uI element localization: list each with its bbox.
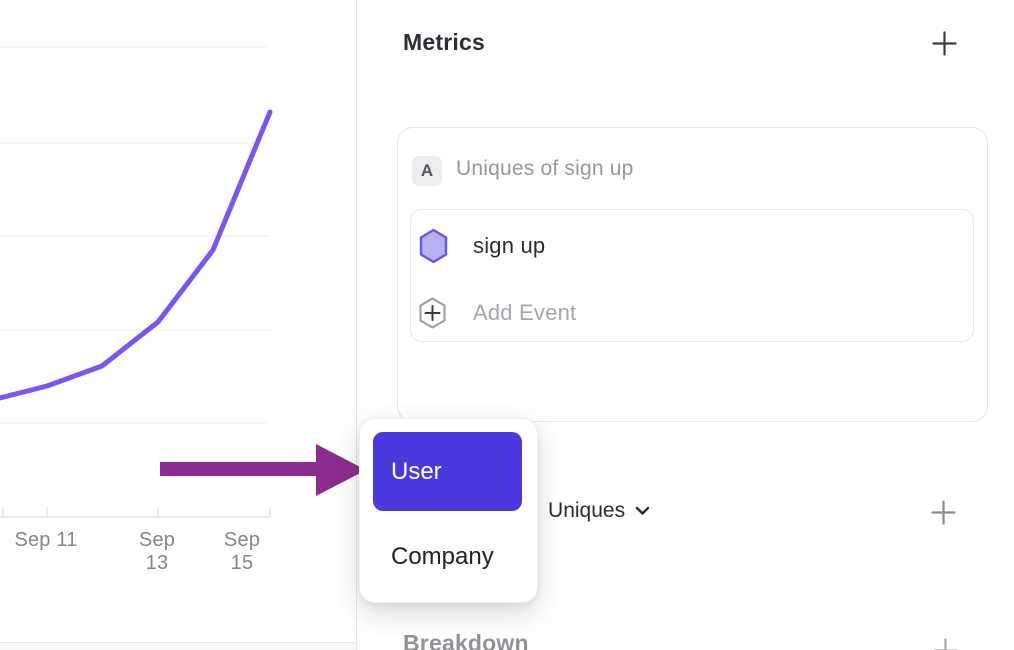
line-chart [0, 46, 273, 518]
x-axis-tick-label: Sep 11 [14, 529, 78, 551]
dropdown-item-user[interactable]: User [373, 432, 522, 511]
dropdown-item-company[interactable]: Company [391, 543, 494, 570]
aggregation-dropdown-trigger[interactable]: Uniques [548, 499, 650, 523]
event-hexagon-icon [419, 228, 448, 264]
event-name: sign up [473, 233, 546, 258]
chart-series-line [0, 109, 273, 401]
entity-dropdown-menu: User Company [359, 418, 538, 603]
add-breakdown-plus-icon[interactable] [933, 638, 958, 650]
metric-label-badge: A [412, 156, 442, 186]
event-selector-card: sign up Add Event [410, 209, 974, 342]
breakdown-section-title: Breakdown [403, 630, 529, 650]
metric-summary-placeholder[interactable]: Uniques of sign up [456, 157, 634, 180]
add-event-row[interactable]: Add Event [419, 296, 576, 330]
chevron-down-icon [635, 506, 650, 515]
add-filter-plus-icon[interactable] [931, 500, 956, 525]
metric-definition-card: A Uniques of sign up sign up Add Event #… [397, 127, 988, 531]
chart-card-bottom-border [0, 642, 356, 643]
panel-divider [356, 0, 357, 650]
add-event-label: Add Event [473, 300, 577, 325]
add-metric-plus-icon[interactable] [932, 31, 957, 56]
add-event-hexagon-plus-icon [419, 297, 446, 329]
annotation-arrow [160, 444, 366, 496]
page-background-strip [0, 643, 356, 650]
x-axis-tick-label: Sep 13 [138, 529, 176, 574]
x-axis-tick-label: Sep 15 [223, 529, 261, 574]
event-row[interactable]: sign up [419, 227, 545, 265]
metrics-section-title: Metrics [403, 29, 485, 55]
aggregation-dropdown-value: Uniques [548, 499, 626, 522]
